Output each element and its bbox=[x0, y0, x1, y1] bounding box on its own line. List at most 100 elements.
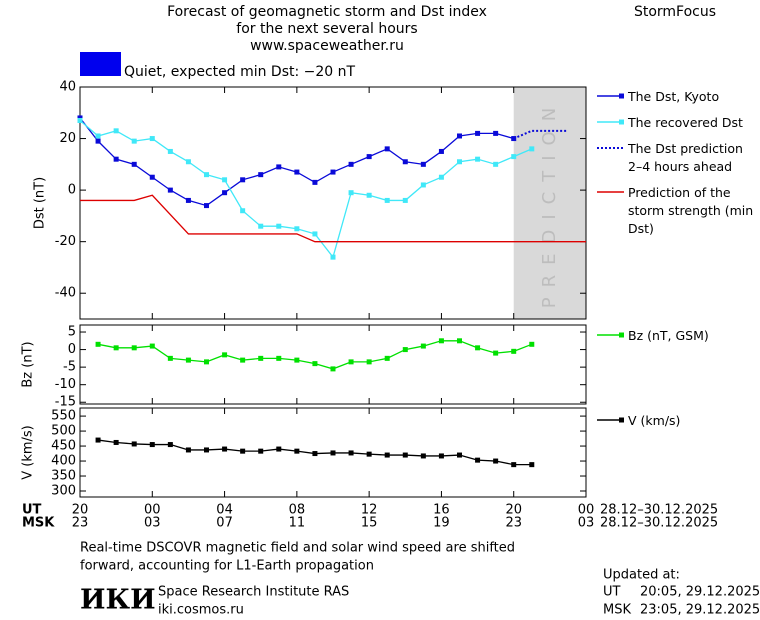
point bbox=[258, 223, 264, 229]
point bbox=[420, 343, 426, 349]
point bbox=[366, 192, 372, 198]
point bbox=[493, 350, 499, 356]
point bbox=[511, 462, 517, 468]
point bbox=[438, 453, 444, 459]
status-label: Quiet, expected min Dst: −20 nT bbox=[124, 64, 356, 80]
point bbox=[366, 154, 372, 160]
point bbox=[222, 446, 228, 452]
x-tick-label-msk: 23 bbox=[72, 516, 89, 531]
y-axis-label: V (km/s) bbox=[21, 425, 36, 480]
updated-msk-time: 23:05, 29.12.2025 bbox=[640, 603, 760, 618]
legend-marker bbox=[619, 119, 624, 125]
prediction-region bbox=[513, 87, 586, 319]
point bbox=[185, 159, 191, 165]
point bbox=[276, 164, 282, 170]
point bbox=[457, 133, 462, 139]
point bbox=[95, 138, 101, 144]
point bbox=[348, 161, 354, 167]
point bbox=[204, 203, 209, 209]
point bbox=[185, 357, 191, 363]
point bbox=[493, 161, 499, 167]
plot-frame bbox=[79, 407, 587, 498]
legend-label: The Dst, Kyoto bbox=[628, 89, 720, 104]
y-tick-label: -10 bbox=[55, 377, 76, 392]
point bbox=[348, 190, 354, 196]
point bbox=[149, 442, 155, 448]
ut-label: UT bbox=[22, 503, 42, 518]
point bbox=[167, 148, 173, 154]
legend-label: The recovered Dst bbox=[628, 115, 743, 130]
x-tick-label-msk: 03 bbox=[144, 516, 161, 531]
point bbox=[77, 118, 83, 124]
y-tick-label: 20 bbox=[59, 131, 76, 146]
x-tick-label-msk: 23 bbox=[505, 516, 522, 531]
point bbox=[420, 453, 426, 459]
x-tick-label: 04 bbox=[216, 503, 233, 518]
footer-note: Real-time DSCOVR magnetic field and sola… bbox=[80, 541, 515, 556]
point bbox=[258, 355, 264, 361]
x-tick-label-msk: 11 bbox=[289, 516, 306, 531]
point bbox=[420, 161, 426, 167]
series-line bbox=[79, 117, 514, 207]
date-range: 28.12–30.12.2025 bbox=[600, 503, 718, 518]
y-tick-label: 40 bbox=[59, 80, 76, 95]
legend-label: Bz (nT, GSM) bbox=[628, 328, 709, 343]
point bbox=[240, 357, 246, 363]
legend: V (km/s) bbox=[596, 412, 760, 438]
point bbox=[113, 128, 119, 134]
point bbox=[475, 130, 481, 136]
point bbox=[438, 148, 444, 154]
point bbox=[276, 355, 282, 361]
point bbox=[312, 179, 318, 185]
point bbox=[384, 197, 390, 203]
point bbox=[330, 254, 336, 260]
point bbox=[131, 441, 137, 447]
x-tick-label: 20 bbox=[505, 503, 522, 518]
plot-frame bbox=[79, 324, 587, 405]
point bbox=[438, 338, 444, 344]
title-line: www.spaceweather.ru bbox=[250, 38, 404, 54]
title-line: Forecast of geomagnetic storm and Dst in… bbox=[167, 4, 487, 20]
legend-entry: The Dst, Kyoto bbox=[596, 88, 760, 106]
y-tick-label: -5 bbox=[63, 360, 76, 375]
y-tick-label: -15 bbox=[55, 395, 76, 410]
prediction-label: PREDICTION bbox=[539, 98, 560, 308]
point bbox=[312, 451, 318, 457]
legend: The Dst, Kyoto The recovered Dst The Dst p… bbox=[596, 88, 760, 246]
msk-label: MSK bbox=[22, 516, 55, 531]
point bbox=[95, 437, 101, 443]
point bbox=[185, 447, 191, 453]
plot-frame bbox=[79, 86, 587, 320]
legend-label: The Dst prediction 2–4 hours ahead bbox=[628, 141, 743, 174]
y-tick-label: 550 bbox=[51, 409, 76, 424]
y-tick-label: -20 bbox=[55, 234, 76, 249]
logo: ИКИ bbox=[80, 585, 156, 616]
point bbox=[131, 161, 137, 167]
footer-note: forward, accounting for L1-Earth propaga… bbox=[80, 559, 374, 574]
point bbox=[167, 187, 173, 193]
point bbox=[276, 446, 282, 452]
point bbox=[529, 341, 535, 347]
x-tick-label: 16 bbox=[433, 503, 450, 518]
legend-label: Prediction of the storm strength (min Ds… bbox=[628, 185, 754, 236]
point bbox=[294, 226, 300, 232]
point bbox=[475, 457, 481, 463]
y-tick-label: 400 bbox=[51, 454, 76, 469]
point bbox=[420, 182, 426, 188]
point bbox=[511, 154, 517, 160]
point bbox=[457, 452, 462, 458]
series-line bbox=[79, 120, 533, 259]
point bbox=[312, 231, 318, 237]
point bbox=[402, 347, 408, 353]
legend-marker bbox=[619, 332, 624, 338]
point bbox=[240, 208, 246, 214]
point bbox=[294, 357, 300, 363]
legend-entry: Prediction of the storm strength (min Ds… bbox=[596, 184, 760, 238]
point bbox=[475, 156, 481, 162]
legend-marker bbox=[619, 417, 624, 423]
point bbox=[312, 361, 318, 367]
updated-msk-label: MSK bbox=[603, 603, 631, 618]
updated-ut-time: 20:05, 29.12.2025 bbox=[640, 585, 760, 600]
legend-entry: The recovered Dst bbox=[596, 114, 760, 132]
